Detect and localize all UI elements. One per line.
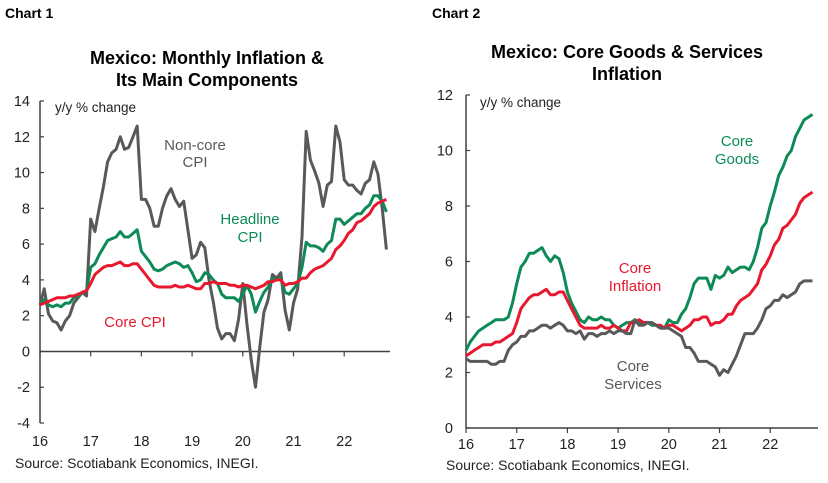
series-label: Core CPI <box>104 314 166 331</box>
x-tick-label: 18 <box>559 437 575 453</box>
series-label: Non-core <box>164 137 226 154</box>
x-tick-label: 19 <box>184 434 200 450</box>
series-label: Core <box>721 133 754 150</box>
x-tick-label: 22 <box>336 434 352 450</box>
series-label: Inflation <box>609 278 662 295</box>
chart-title: Mexico: Monthly Inflation & <box>90 48 324 68</box>
series-label: Headline <box>220 211 279 228</box>
y-tick-label: 2 <box>22 309 30 325</box>
series-line-core-inflation <box>465 190 814 358</box>
series-label: Services <box>604 376 662 393</box>
series-label: Core <box>619 260 652 277</box>
chart-label: Chart 1 <box>5 5 53 21</box>
x-tick-label: 16 <box>32 434 48 450</box>
chart-title: Mexico: Core Goods & Services <box>491 42 763 62</box>
x-tick-label: 22 <box>762 437 778 453</box>
chart-label: Chart 2 <box>432 5 480 21</box>
series-line-core-goods <box>464 113 814 351</box>
y-tick-label: 12 <box>437 88 453 104</box>
x-tick-label: 16 <box>458 437 474 453</box>
series-label: CPI <box>182 154 207 171</box>
y-tick-label: 4 <box>445 310 453 326</box>
y-tick-label: 8 <box>22 201 30 217</box>
y-tick-label: 2 <box>445 366 453 382</box>
series-line-core-cpi <box>39 198 387 307</box>
x-tick-label: 21 <box>711 437 727 453</box>
source-note: Source: Scotiabank Economics, INEGI. <box>446 457 690 473</box>
y-tick-label: 6 <box>445 255 453 271</box>
series-line-headline-cpi <box>38 194 388 314</box>
source-note: Source: Scotiabank Economics, INEGI. <box>15 455 259 471</box>
x-tick-label: 19 <box>610 437 626 453</box>
y-tick-label: 10 <box>14 166 30 182</box>
y-tick-label: 10 <box>437 144 453 160</box>
series-label: CPI <box>237 229 262 246</box>
y-tick-label: 0 <box>445 421 453 437</box>
x-tick-label: 20 <box>235 434 251 450</box>
x-tick-label: 17 <box>509 437 525 453</box>
y-tick-label: 8 <box>445 199 453 215</box>
y-tick-label: 4 <box>22 273 30 289</box>
series-label: Goods <box>715 151 759 168</box>
series-line-non-core-cpi <box>38 124 388 389</box>
y-tick-label: -2 <box>17 380 30 396</box>
y-tick-label: 0 <box>22 344 30 360</box>
series-line-core-services <box>465 279 813 377</box>
y-axis-label: y/y % change <box>55 100 136 115</box>
y-tick-label: 6 <box>22 237 30 253</box>
chart-title: Its Main Components <box>116 70 298 90</box>
y-tick-label: -4 <box>17 416 30 432</box>
x-tick-label: 20 <box>661 437 677 453</box>
y-axis-label: y/y % change <box>480 95 561 110</box>
chart-title: Inflation <box>592 64 662 84</box>
x-tick-label: 18 <box>133 434 149 450</box>
x-tick-label: 17 <box>83 434 99 450</box>
y-tick-label: 12 <box>14 130 30 146</box>
series-label: Core <box>617 358 650 375</box>
x-tick-label: 21 <box>285 434 301 450</box>
y-tick-label: 14 <box>14 94 30 110</box>
